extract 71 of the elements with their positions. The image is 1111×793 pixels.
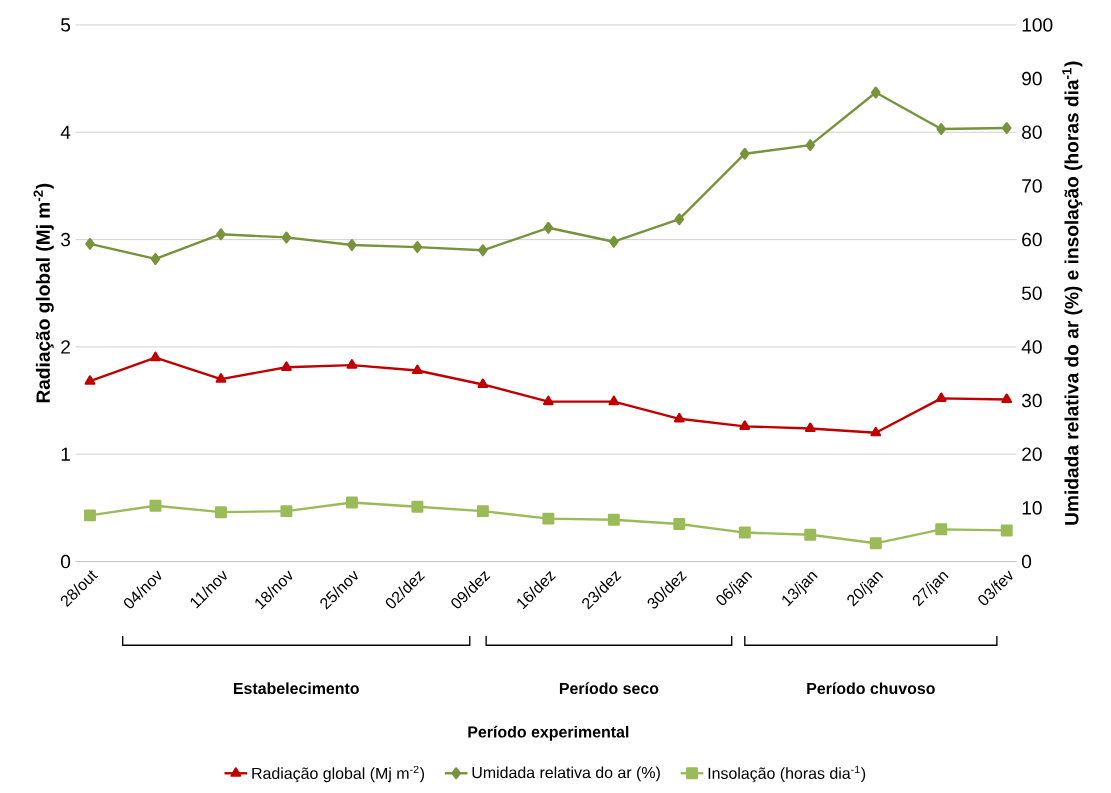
point — [935, 392, 947, 403]
text: Período chuvoso — [807, 682, 935, 695]
point — [1001, 393, 1013, 404]
y2-tick-label: 20 — [1022, 447, 1042, 462]
point — [804, 422, 816, 433]
point — [673, 412, 685, 423]
y-tick-label: 1 — [61, 447, 70, 461]
text: Período seco — [559, 682, 659, 695]
y2-tick-label: 80 — [1022, 125, 1042, 140]
y-tick-label: 3 — [60, 232, 71, 247]
y2-tick-label: 50 — [1022, 286, 1042, 301]
point — [215, 373, 227, 383]
point — [1001, 122, 1012, 135]
point — [476, 505, 489, 518]
point — [412, 364, 423, 375]
y-tick-label: 2 — [61, 340, 70, 354]
text: Período experimental — [468, 725, 629, 741]
point — [85, 237, 95, 250]
point — [346, 359, 358, 369]
text: Estabelecimento — [233, 682, 359, 695]
point — [805, 139, 816, 152]
point — [149, 499, 162, 512]
y2-tick-label: 90 — [1022, 71, 1042, 86]
point — [542, 512, 555, 525]
point — [214, 506, 227, 519]
y2-tick-label: 30 — [1021, 393, 1042, 408]
y2-axis-title: Umidada relativa do ar (%) e insolação (horas dia$^{-1}$) — [1062, 61, 1083, 525]
point — [347, 239, 357, 252]
y-tick-label: 0 — [61, 554, 71, 569]
y2-tick-label: 40 — [1021, 340, 1042, 354]
point — [740, 147, 750, 160]
y2-tick-label: 60 — [1022, 232, 1042, 247]
point — [478, 244, 488, 257]
point — [150, 253, 161, 265]
point — [673, 518, 686, 531]
point — [84, 509, 96, 522]
legend-label: Radiação global (Mj m$^{-2}$) — [252, 765, 425, 783]
point — [150, 351, 161, 362]
point — [411, 500, 424, 513]
point — [477, 378, 489, 389]
point — [674, 213, 685, 226]
y2-tick-label: 100 — [1022, 18, 1053, 32]
point — [936, 123, 947, 136]
point — [739, 420, 751, 431]
point — [280, 505, 293, 518]
point — [869, 537, 882, 550]
point — [1000, 524, 1013, 537]
y-tick-label: 4 — [60, 125, 71, 139]
point — [412, 241, 423, 254]
point — [607, 513, 620, 526]
point — [543, 221, 554, 234]
point — [543, 395, 554, 406]
point — [870, 426, 882, 437]
point — [281, 231, 292, 244]
legend-label: Insolação (horas dia$^{-1}$) — [708, 765, 866, 783]
y-axis-title: Radiação global (Mj m$^{-2}$) — [33, 183, 54, 403]
point — [609, 235, 619, 248]
y-tick-label: 5 — [61, 18, 71, 32]
point — [738, 526, 751, 539]
point — [216, 228, 226, 241]
point — [84, 375, 96, 385]
point — [870, 86, 881, 99]
legend-label: Umidada relativa do ar (%) — [472, 766, 660, 782]
y2-tick-label: 0 — [1021, 554, 1032, 569]
y2-tick-label: 10 — [1022, 501, 1042, 515]
y2-tick-label: 70 — [1022, 179, 1042, 193]
point — [281, 361, 292, 371]
point — [804, 528, 817, 541]
point — [345, 496, 358, 509]
point — [935, 523, 948, 536]
point — [608, 395, 620, 406]
